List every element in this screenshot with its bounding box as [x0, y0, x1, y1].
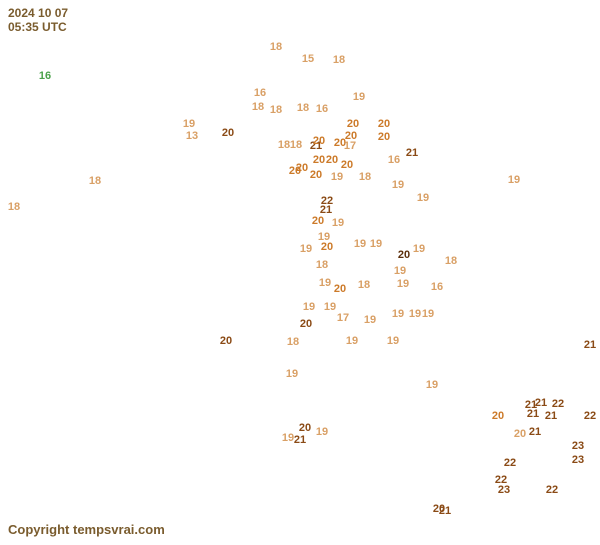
station-value: 18: [287, 336, 299, 348]
station-value: 21: [584, 339, 596, 351]
station-value: 19: [392, 179, 404, 191]
station-value: 20: [313, 154, 325, 166]
copyright-text: Copyright tempsvrai.com: [8, 522, 165, 537]
weather-station-plot: 2024 10 07 05:35 UTC 1618151816181818161…: [0, 0, 600, 545]
station-value: 23: [498, 484, 510, 496]
station-value: 20: [492, 410, 504, 422]
station-value: 21: [294, 434, 306, 446]
station-value: 13: [186, 130, 198, 142]
station-value: 15: [302, 53, 314, 65]
station-value: 21: [406, 147, 418, 159]
timestamp-header: 2024 10 07 05:35 UTC: [8, 6, 68, 34]
station-value: 16: [39, 70, 51, 82]
station-value: 22: [546, 484, 558, 496]
header-date: 2024 10 07: [8, 6, 68, 20]
station-value: 20: [378, 118, 390, 130]
station-value: 19: [508, 174, 520, 186]
station-value: 16: [388, 154, 400, 166]
station-value: 18: [270, 104, 282, 116]
station-value: 19: [282, 432, 294, 444]
station-value: 19: [183, 118, 195, 130]
station-value: 19: [392, 308, 404, 320]
station-value: 20: [514, 428, 526, 440]
station-value: 20: [296, 162, 308, 174]
station-value: 20: [321, 241, 333, 253]
station-value: 20: [326, 154, 338, 166]
station-value: 19: [354, 238, 366, 250]
station-value: 19: [346, 335, 358, 347]
station-value: 19: [316, 426, 328, 438]
station-value: 18: [333, 54, 345, 66]
station-value: 20: [300, 318, 312, 330]
station-value: 19: [300, 243, 312, 255]
station-value: 19: [319, 277, 331, 289]
header-time: 05:35 UTC: [8, 20, 68, 34]
station-value: 19: [303, 301, 315, 313]
station-value: 16: [431, 281, 443, 293]
station-value: 16: [254, 87, 266, 99]
station-value: 18: [290, 139, 302, 151]
station-value: 20: [313, 135, 325, 147]
station-value: 19: [422, 308, 434, 320]
station-value: 18: [8, 201, 20, 213]
station-value: 18: [270, 41, 282, 53]
station-value: 19: [364, 314, 376, 326]
station-value: 20: [341, 159, 353, 171]
station-value: 18: [358, 279, 370, 291]
station-value: 18: [89, 175, 101, 187]
station-value: 23: [572, 454, 584, 466]
station-value: 19: [417, 192, 429, 204]
station-value: 19: [394, 265, 406, 277]
station-value: 19: [409, 308, 421, 320]
station-value: 20: [222, 127, 234, 139]
station-value: 21: [439, 505, 451, 517]
station-value: 20: [312, 215, 324, 227]
station-value: 17: [344, 140, 356, 152]
station-value: 18: [252, 101, 264, 113]
station-value: 20: [378, 131, 390, 143]
station-value: 19: [397, 278, 409, 290]
station-value: 18: [359, 171, 371, 183]
station-value: 19: [413, 243, 425, 255]
station-value: 19: [387, 335, 399, 347]
station-value: 20: [398, 249, 410, 261]
station-value: 21: [545, 410, 557, 422]
station-value: 23: [572, 440, 584, 452]
station-value: 21: [527, 408, 539, 420]
station-value: 18: [297, 102, 309, 114]
station-value: 17: [337, 312, 349, 324]
station-value: 21: [529, 426, 541, 438]
station-value: 20: [220, 335, 232, 347]
station-value: 22: [584, 410, 596, 422]
station-value: 19: [324, 301, 336, 313]
station-value: 19: [286, 368, 298, 380]
station-value: 18: [316, 259, 328, 271]
station-value: 22: [504, 457, 516, 469]
station-value: 20: [347, 118, 359, 130]
station-value: 19: [331, 171, 343, 183]
station-value: 20: [310, 169, 322, 181]
station-value: 20: [299, 422, 311, 434]
station-value: 22: [552, 398, 564, 410]
station-value: 16: [316, 103, 328, 115]
station-value: 18: [278, 139, 290, 151]
station-value: 19: [426, 379, 438, 391]
station-value: 19: [332, 217, 344, 229]
station-value: 18: [445, 255, 457, 267]
station-value: 20: [334, 283, 346, 295]
station-value: 19: [353, 91, 365, 103]
station-value: 19: [370, 238, 382, 250]
